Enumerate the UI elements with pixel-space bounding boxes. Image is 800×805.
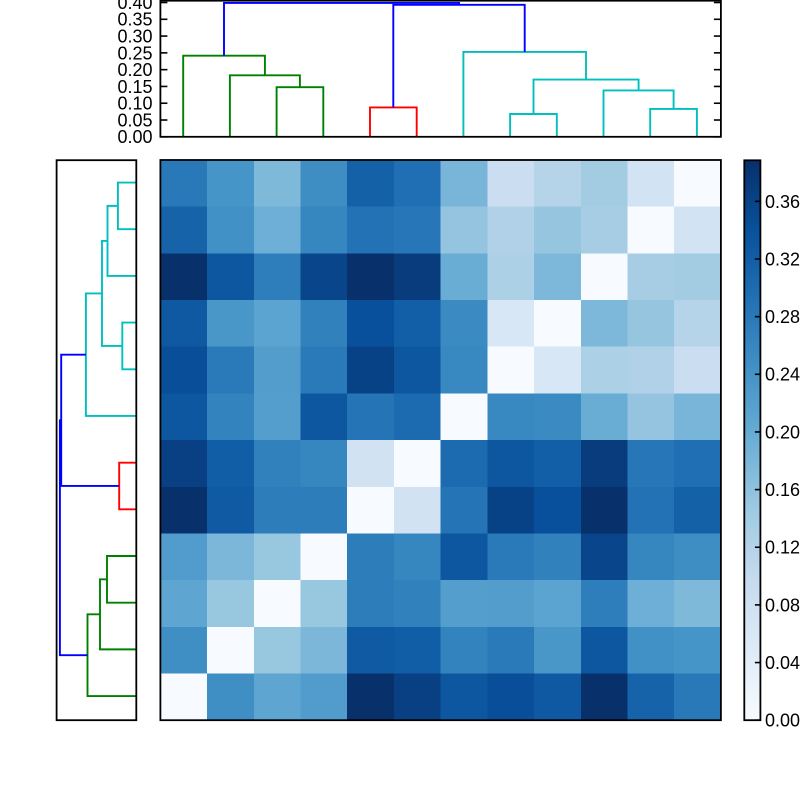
- svg-text:0.15: 0.15: [117, 77, 152, 97]
- svg-text:0.20: 0.20: [765, 422, 800, 442]
- svg-text:0.40: 0.40: [117, 0, 152, 13]
- svg-text:0.16: 0.16: [765, 480, 800, 500]
- svg-text:0.30: 0.30: [117, 26, 152, 46]
- svg-text:0.24: 0.24: [765, 365, 800, 385]
- svg-text:0.04: 0.04: [765, 653, 800, 673]
- svg-text:0.36: 0.36: [765, 192, 800, 212]
- svg-text:0.00: 0.00: [117, 127, 152, 147]
- svg-text:0.28: 0.28: [765, 307, 800, 327]
- svg-text:0.00: 0.00: [765, 711, 800, 731]
- svg-text:0.32: 0.32: [765, 249, 800, 269]
- svg-text:0.05: 0.05: [117, 110, 152, 130]
- svg-text:0.12: 0.12: [765, 538, 800, 558]
- svg-text:0.20: 0.20: [117, 60, 152, 80]
- svg-text:0.35: 0.35: [117, 10, 152, 30]
- svg-text:0.10: 0.10: [117, 94, 152, 114]
- svg-text:0.25: 0.25: [117, 43, 152, 63]
- svg-text:0.08: 0.08: [765, 595, 800, 615]
